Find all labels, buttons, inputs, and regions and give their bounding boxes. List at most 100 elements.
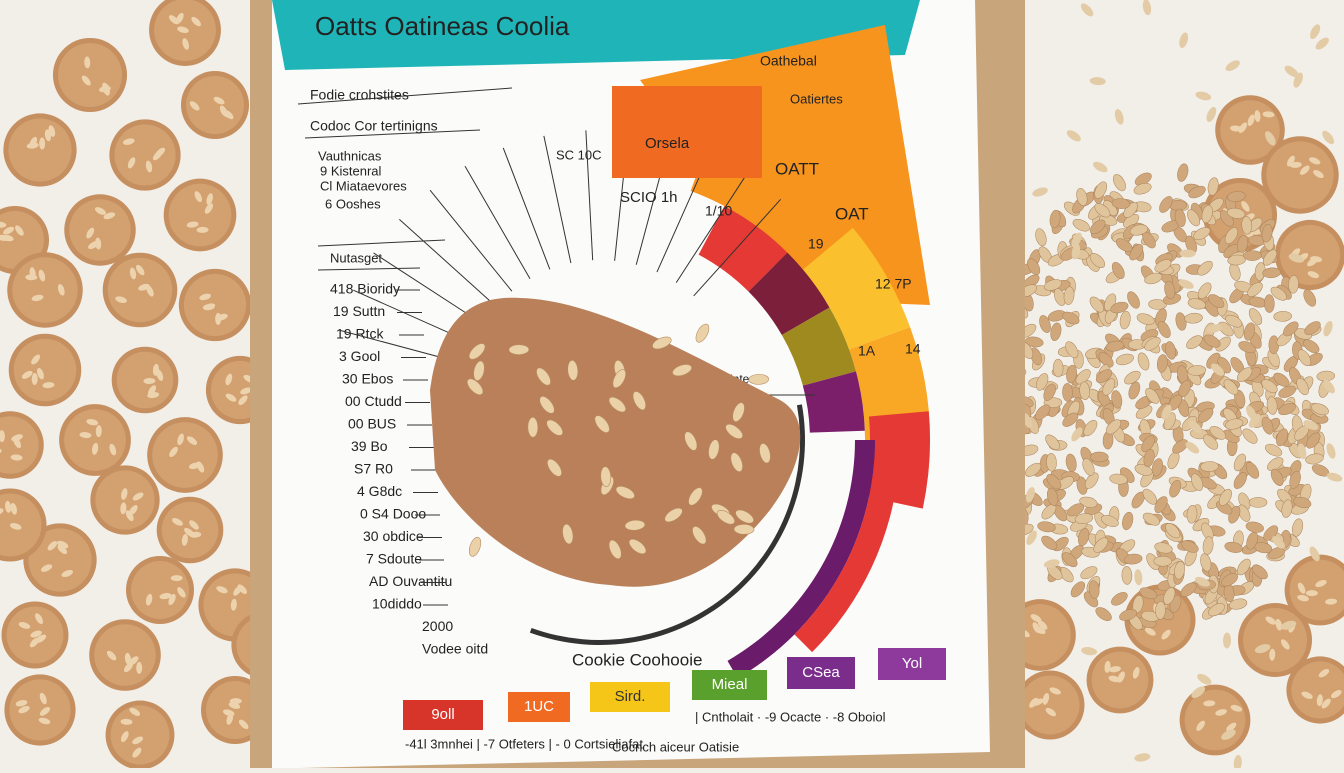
cookie-oat	[1241, 201, 1250, 212]
oat	[1187, 365, 1207, 376]
oat	[1062, 311, 1080, 325]
cookie-oat	[1032, 622, 1041, 634]
oat	[1062, 552, 1078, 568]
oat	[1074, 513, 1094, 524]
oat	[1114, 109, 1124, 125]
flake	[594, 415, 610, 433]
oat	[1242, 428, 1258, 444]
oat	[1264, 294, 1275, 313]
oat	[1208, 603, 1225, 617]
legend-label: 9oll	[431, 706, 454, 723]
oat	[1037, 521, 1056, 533]
orange-box	[612, 86, 762, 178]
cookie-oat	[1254, 110, 1261, 123]
legend-label: Sird.	[615, 688, 646, 705]
cookie-oat	[109, 443, 117, 456]
flake	[536, 367, 551, 386]
legend-label: Yol	[902, 655, 922, 672]
list-item: 9 Kistenral	[320, 163, 382, 178]
oat	[1075, 369, 1091, 385]
flake	[672, 364, 692, 377]
oat	[1111, 592, 1128, 606]
cookie-oat	[123, 662, 134, 673]
oat	[1136, 313, 1155, 325]
oat	[1082, 458, 1095, 476]
oat	[1261, 224, 1273, 243]
scale-label: 4 G8dc	[357, 483, 402, 499]
cookie-oat	[240, 387, 252, 395]
oat	[1288, 275, 1299, 294]
oat	[1289, 470, 1301, 489]
cookie-oat	[229, 698, 242, 705]
cookie-oat	[1310, 256, 1322, 263]
oat	[1036, 373, 1049, 391]
cookie-oat	[21, 370, 33, 379]
oat	[1202, 536, 1214, 555]
oat	[1179, 32, 1189, 49]
scale-label: 30 obdice	[363, 528, 424, 544]
cookie-oat	[182, 38, 190, 50]
cookie-oat	[39, 707, 51, 716]
cookie-oat	[9, 523, 22, 530]
oat	[1165, 523, 1181, 539]
scale-label: 10diddo	[372, 596, 422, 612]
cookie-oat	[171, 517, 183, 526]
oat	[1207, 177, 1219, 196]
cookie-oat	[186, 436, 198, 445]
cookie-oat	[103, 212, 116, 220]
oat	[1105, 340, 1124, 352]
oat	[1252, 564, 1268, 580]
oat	[1276, 428, 1288, 447]
flake	[692, 526, 707, 545]
oat	[1080, 566, 1098, 580]
oat	[1115, 353, 1134, 366]
oat	[1206, 106, 1217, 122]
flake	[547, 458, 562, 477]
cookie-oat	[194, 191, 203, 203]
list-subheading: Codoc Cor tertinigns	[310, 118, 438, 134]
flake	[664, 507, 683, 523]
oat	[1270, 286, 1287, 301]
cookie-edge	[9, 679, 71, 741]
oat	[1284, 65, 1299, 78]
oat	[1225, 60, 1240, 72]
oat	[1159, 196, 1173, 213]
cookie-edge	[205, 680, 265, 740]
cookie-oat	[1307, 271, 1320, 279]
oat	[1225, 418, 1244, 430]
cookie-oat	[196, 226, 209, 233]
oat	[1278, 402, 1296, 416]
oat	[1145, 387, 1160, 404]
scale-label: 3 Gool	[339, 348, 380, 364]
cookie-oat	[177, 433, 184, 446]
cookie-oat	[1301, 691, 1313, 699]
oat	[1047, 487, 1059, 506]
cookie-oat	[15, 700, 28, 707]
oat	[1184, 312, 1203, 324]
cookie-oat	[145, 593, 153, 606]
oat	[1309, 546, 1320, 562]
legend-swatch	[692, 670, 767, 700]
fan-segment	[802, 371, 865, 433]
oat	[1248, 413, 1261, 428]
fan-segment	[748, 252, 830, 335]
flake	[468, 536, 482, 557]
oat	[1229, 598, 1248, 610]
cookie-oat	[0, 221, 7, 228]
cookie-oat	[29, 267, 36, 280]
oat	[1223, 632, 1232, 649]
oat	[1185, 441, 1200, 454]
fan-tick	[675, 173, 748, 283]
oat	[1032, 187, 1048, 197]
cookie-oat	[188, 462, 201, 470]
oat	[1303, 420, 1319, 430]
oat	[1129, 224, 1148, 236]
inner-label: SC 10C	[556, 147, 602, 162]
oat	[1133, 182, 1152, 195]
cookie-oat	[204, 203, 214, 214]
scale-label: AD Ouvantitu	[369, 573, 452, 589]
oat	[1241, 216, 1253, 235]
oat	[1080, 3, 1094, 17]
fan-segment	[781, 307, 856, 386]
